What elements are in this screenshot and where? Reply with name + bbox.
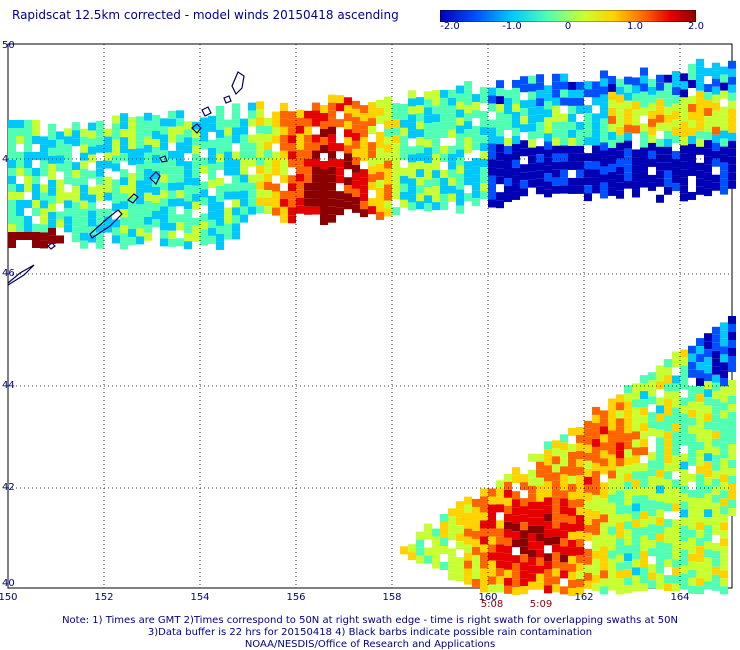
- lat-label: 50: [2, 40, 15, 51]
- colorbar-tick: -2.0: [440, 21, 460, 32]
- coastline-islands: [7, 71, 245, 286]
- lon-label: 156: [286, 592, 306, 603]
- wind-swaths: [8, 58, 736, 596]
- lat-label: 44: [2, 380, 15, 391]
- colorbar: [440, 10, 696, 22]
- grid-lines: [8, 44, 732, 588]
- lon-label: 158: [382, 592, 402, 603]
- swath-time: 5:09: [529, 599, 553, 610]
- lat-label: 46: [2, 268, 15, 279]
- lon-label: 154: [190, 592, 210, 603]
- colorbar-tick: 1.0: [627, 21, 643, 32]
- map-title: Rapidscat 12.5km corrected - model winds…: [12, 8, 399, 22]
- lon-label: 162: [574, 592, 594, 603]
- lat-label: 40: [2, 578, 15, 589]
- colorbar-tick: 0: [564, 21, 572, 32]
- lon-label: 150: [0, 592, 18, 603]
- lon-label: 160: [478, 592, 498, 603]
- lat-label: 4: [2, 154, 9, 165]
- colorbar-tick: 2.0: [688, 21, 704, 32]
- footnote-line: Note: 1) Times are GMT 2)Times correspon…: [62, 615, 678, 626]
- footnote-line: NOAA/NESDIS/Office of Research and Appli…: [244, 639, 496, 650]
- colorbar-tick: -1.0: [502, 21, 522, 32]
- lon-label: 164: [670, 592, 690, 603]
- swath-time: 5:08: [480, 599, 504, 610]
- footnote-line: 3)Data buffer is 22 hrs for 20150418 4) …: [147, 627, 593, 638]
- lat-label: 42: [2, 482, 15, 493]
- lon-label: 152: [94, 592, 114, 603]
